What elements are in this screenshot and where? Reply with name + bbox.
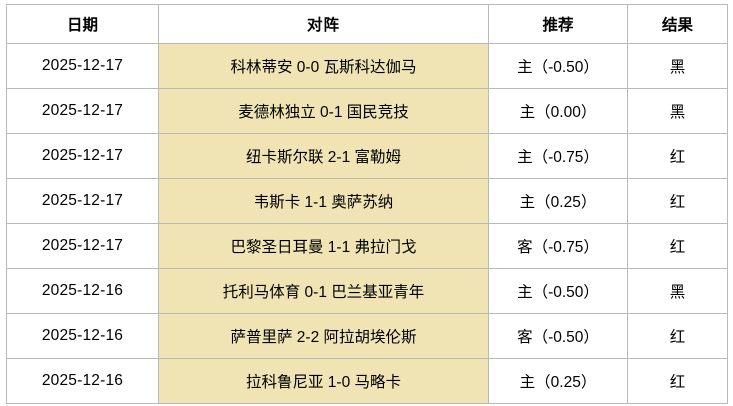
cell-date: 2025-12-17: [6, 43, 159, 89]
cell-result: 红: [627, 133, 728, 179]
cell-match: 麦德林独立 0-1 国民竞技: [158, 88, 489, 134]
cell-pick: 主（-0.50）: [488, 43, 628, 89]
cell-pick: 主（-0.75）: [488, 133, 628, 179]
cell-match: 科林蒂安 0-0 瓦斯科达伽马: [158, 43, 489, 89]
table-row: 2025-12-17 纽卡斯尔联 2-1 富勒姆 主（-0.75） 红: [6, 133, 728, 179]
cell-result: 红: [627, 223, 728, 269]
cell-pick: 主（-0.50）: [488, 268, 628, 314]
cell-result: 黑: [627, 268, 728, 314]
column-header-date: 日期: [6, 4, 159, 44]
cell-pick: 主（0.25）: [488, 178, 628, 224]
table-row: 2025-12-17 巴黎圣日耳曼 1-1 弗拉门戈 客（-0.75） 红: [6, 223, 728, 269]
cell-pick: 客（-0.50）: [488, 313, 628, 359]
cell-result: 黑: [627, 88, 728, 134]
column-header-result: 结果: [627, 4, 728, 44]
cell-match: 拉科鲁尼亚 1-0 马略卡: [158, 358, 489, 404]
column-header-match: 对阵: [158, 4, 489, 44]
cell-date: 2025-12-16: [6, 268, 159, 314]
table-row: 2025-12-17 科林蒂安 0-0 瓦斯科达伽马 主（-0.50） 黑: [6, 43, 728, 89]
cell-date: 2025-12-17: [6, 133, 159, 179]
cell-match: 托利马体育 0-1 巴兰基亚青年: [158, 268, 489, 314]
cell-match: 纽卡斯尔联 2-1 富勒姆: [158, 133, 489, 179]
table-row: 2025-12-17 麦德林独立 0-1 国民竞技 主（0.00） 黑: [6, 88, 728, 134]
cell-pick: 客（-0.75）: [488, 223, 628, 269]
cell-match: 萨普里萨 2-2 阿拉胡埃伦斯: [158, 313, 489, 359]
cell-date: 2025-12-17: [6, 223, 159, 269]
cell-result: 黑: [627, 43, 728, 89]
table-header-row: 日期 对阵 推荐 结果: [6, 4, 728, 44]
cell-result: 红: [627, 313, 728, 359]
cell-match: 巴黎圣日耳曼 1-1 弗拉门戈: [158, 223, 489, 269]
table-body: 2025-12-17 科林蒂安 0-0 瓦斯科达伽马 主（-0.50） 黑 20…: [6, 43, 728, 404]
cell-date: 2025-12-17: [6, 88, 159, 134]
table-header: 日期 对阵 推荐 结果: [6, 4, 728, 44]
table-row: 2025-12-16 萨普里萨 2-2 阿拉胡埃伦斯 客（-0.50） 红: [6, 313, 728, 359]
cell-pick: 主（0.25）: [488, 358, 628, 404]
cell-date: 2025-12-17: [6, 178, 159, 224]
cell-date: 2025-12-16: [6, 358, 159, 404]
picks-table: 日期 对阵 推荐 结果 2025-12-17 科林蒂安 0-0 瓦斯科达伽马 主…: [6, 4, 728, 404]
cell-result: 红: [627, 358, 728, 404]
cell-result: 红: [627, 178, 728, 224]
table-row: 2025-12-16 托利马体育 0-1 巴兰基亚青年 主（-0.50） 黑: [6, 268, 728, 314]
cell-match: 韦斯卡 1-1 奥萨苏纳: [158, 178, 489, 224]
column-header-pick: 推荐: [488, 4, 628, 44]
cell-pick: 主（0.00）: [488, 88, 628, 134]
table-row: 2025-12-16 拉科鲁尼亚 1-0 马略卡 主（0.25） 红: [6, 358, 728, 404]
table-row: 2025-12-17 韦斯卡 1-1 奥萨苏纳 主（0.25） 红: [6, 178, 728, 224]
cell-date: 2025-12-16: [6, 313, 159, 359]
